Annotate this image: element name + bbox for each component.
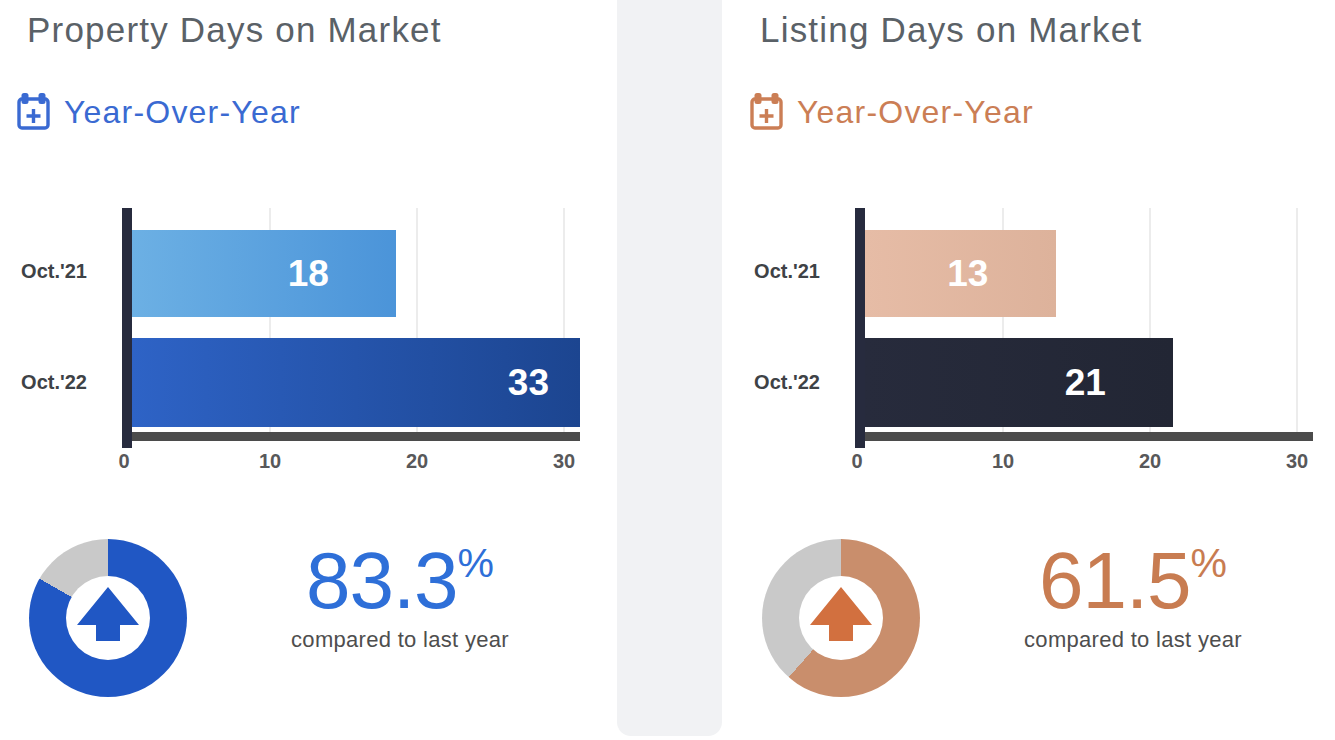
bar-value-label: 18 bbox=[288, 253, 329, 295]
dashboard: Property Days on Market Year-Over-Year O… bbox=[0, 0, 1335, 740]
donut-change-indicator[interactable] bbox=[762, 539, 920, 697]
x-tick: 30 bbox=[553, 450, 575, 473]
calendar-plus-icon bbox=[750, 93, 783, 131]
pct-sign: % bbox=[1191, 540, 1227, 586]
category-label: Oct.'22 bbox=[733, 371, 820, 394]
category-label: Oct.'21 bbox=[0, 260, 87, 283]
x-axis-line bbox=[122, 432, 580, 441]
y-axis-line bbox=[122, 208, 132, 448]
panel-divider bbox=[617, 0, 722, 736]
panel-title: Property Days on Market bbox=[27, 10, 442, 50]
x-tick: 20 bbox=[1139, 450, 1161, 473]
calendar-plus-icon bbox=[17, 93, 50, 131]
up-arrow-icon bbox=[810, 587, 872, 641]
bar-oct22[interactable] bbox=[865, 338, 1173, 427]
pct-value: 61.5 bbox=[1039, 536, 1191, 625]
donut-change-indicator[interactable] bbox=[29, 539, 187, 697]
x-tick: 10 bbox=[992, 450, 1014, 473]
up-arrow-icon bbox=[77, 587, 139, 641]
x-axis-line bbox=[855, 432, 1313, 441]
y-axis-line bbox=[855, 208, 865, 448]
category-label: Oct.'21 bbox=[733, 260, 820, 283]
bar-value-label: 33 bbox=[508, 362, 549, 404]
x-tick: 20 bbox=[406, 450, 428, 473]
year-over-year-control[interactable]: Year-Over-Year bbox=[750, 93, 1034, 131]
pct-caption: compared to last year bbox=[230, 627, 570, 653]
panel-title: Listing Days on Market bbox=[760, 10, 1142, 50]
x-tick: 0 bbox=[118, 450, 129, 473]
x-tick: 0 bbox=[851, 450, 862, 473]
category-label: Oct.'22 bbox=[0, 371, 87, 394]
pct-line: 83.3% bbox=[230, 535, 570, 627]
change-summary: 61.5% compared to last year bbox=[963, 535, 1303, 653]
pct-line: 61.5% bbox=[963, 535, 1303, 627]
bar-chart: 13 21 bbox=[855, 208, 1313, 448]
bar-oct21[interactable] bbox=[132, 230, 396, 317]
pct-caption: compared to last year bbox=[963, 627, 1303, 653]
x-tick: 10 bbox=[259, 450, 281, 473]
panel-listing-days: Listing Days on Market Year-Over-Year Oc… bbox=[733, 0, 1335, 740]
gridline bbox=[1296, 208, 1298, 432]
bar-value-label: 21 bbox=[1065, 362, 1106, 404]
pct-sign: % bbox=[458, 540, 494, 586]
change-summary: 83.3% compared to last year bbox=[230, 535, 570, 653]
panel-property-days: Property Days on Market Year-Over-Year O… bbox=[0, 0, 617, 740]
x-tick: 30 bbox=[1286, 450, 1308, 473]
year-over-year-label: Year-Over-Year bbox=[64, 94, 301, 131]
year-over-year-control[interactable]: Year-Over-Year bbox=[17, 93, 301, 131]
bar-chart: 18 33 bbox=[122, 208, 580, 448]
pct-value: 83.3 bbox=[306, 536, 458, 625]
year-over-year-label: Year-Over-Year bbox=[797, 94, 1034, 131]
bar-value-label: 13 bbox=[947, 253, 988, 295]
